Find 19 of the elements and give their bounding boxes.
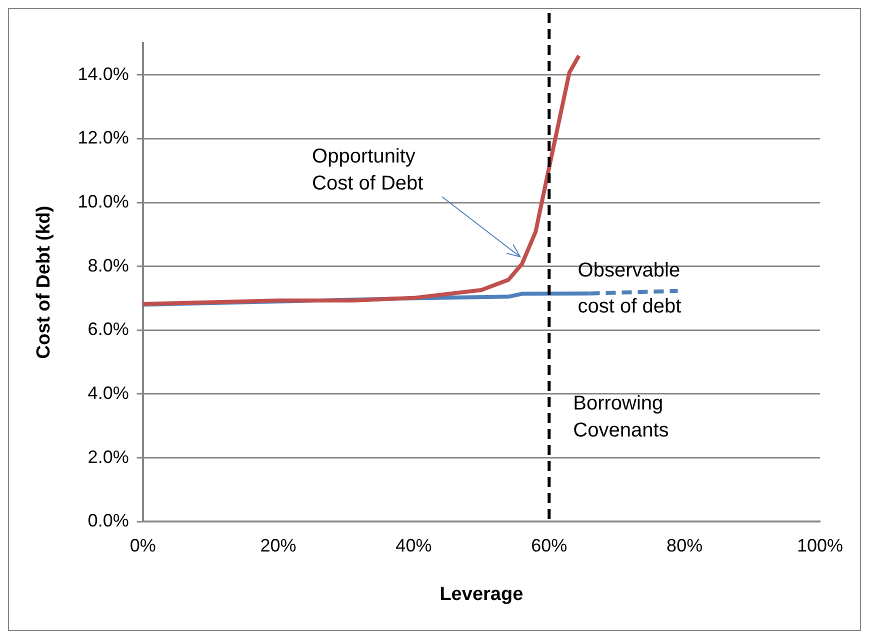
- x-tick-label: 20%: [260, 535, 296, 556]
- y-axis-title: Cost of Debt (kd): [34, 206, 55, 359]
- y-tick-label: 8.0%: [88, 255, 129, 276]
- y-tick-label: 0.0%: [88, 510, 129, 531]
- x-axis-title: Leverage: [440, 584, 524, 605]
- x-tick-label: 40%: [396, 535, 432, 556]
- ref-line-label: Borrowing Covenants: [573, 392, 669, 442]
- x-tick-label: 80%: [666, 535, 703, 556]
- x-tick-label: 60%: [531, 535, 568, 556]
- y-tick-label: 4.0%: [88, 382, 129, 403]
- annotation: Observable cost of debt: [578, 259, 682, 318]
- y-tick-label: 14.0%: [78, 64, 129, 84]
- y-tick-label: 2.0%: [88, 446, 129, 467]
- y-tick-label: 12.0%: [78, 128, 129, 148]
- y-tick-label: 6.0%: [88, 319, 129, 340]
- x-tick-label: 100%: [796, 535, 844, 556]
- x-tick-label: 0%: [130, 535, 156, 556]
- annotation: Opportunity Cost of Debt: [312, 145, 424, 194]
- y-tick-label: 10.0%: [78, 192, 129, 212]
